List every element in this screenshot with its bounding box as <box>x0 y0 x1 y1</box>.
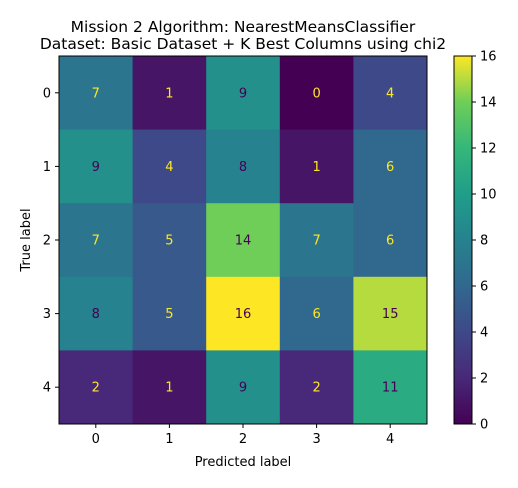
colorbar-tick-label: 4 <box>480 326 488 341</box>
cell-value-label: 9 <box>239 86 247 101</box>
x-tick-label: 4 <box>386 432 394 447</box>
x-tick-label: 3 <box>312 432 320 447</box>
colorbar <box>453 55 473 425</box>
heatmap-cell <box>353 56 428 131</box>
cell-value-label: 7 <box>92 86 100 101</box>
heatmap-cell <box>206 56 281 131</box>
heatmap-cell <box>59 276 134 351</box>
colorbar-tick-label: 10 <box>480 188 497 203</box>
chart-title-line2: Dataset: Basic Dataset + K Best Columns … <box>40 35 446 53</box>
cell-value-label: 2 <box>92 381 100 396</box>
heatmap-cell <box>132 350 207 425</box>
cell-value-label: 7 <box>92 234 100 249</box>
colorbar-ticks: 0 2 4 6 8 10 12 14 16 <box>472 50 497 433</box>
heatmap-cell <box>279 276 354 351</box>
x-axis-ticks: 0 1 2 3 4 <box>92 424 394 447</box>
y-axis-label: True label <box>19 208 34 272</box>
heatmap-cell <box>132 276 207 351</box>
heatmap-cell <box>59 203 134 278</box>
cell-value-label: 7 <box>312 234 320 249</box>
heatmap-cell <box>132 203 207 278</box>
heatmap-cell <box>353 203 428 278</box>
heatmap-cell <box>59 350 134 425</box>
cell-value-label: 6 <box>386 234 394 249</box>
cell-value-label: 2 <box>312 381 320 396</box>
colorbar-tick-label: 12 <box>480 142 497 157</box>
colorbar-tick-label: 0 <box>480 418 488 433</box>
heatmap-cells <box>59 56 428 425</box>
y-tick-label: 0 <box>43 86 51 101</box>
heatmap-cell <box>279 56 354 131</box>
heatmap-cell <box>206 203 281 278</box>
heatmap-cell <box>279 129 354 204</box>
cell-value-label: 1 <box>312 160 320 175</box>
heatmap-cell <box>132 129 207 204</box>
cell-value-label: 4 <box>386 86 394 101</box>
heatmap-cell <box>353 129 428 204</box>
cell-value-label: 8 <box>239 160 247 175</box>
heatmap-cell <box>206 129 281 204</box>
y-tick-label: 2 <box>43 234 51 249</box>
cell-value-label: 5 <box>165 234 173 249</box>
cell-value-label: 5 <box>165 307 173 322</box>
cell-value-label: 11 <box>382 381 399 396</box>
cell-value-label: 1 <box>165 381 173 396</box>
colorbar-tick-label: 8 <box>480 234 488 249</box>
heatmap-cell <box>353 276 428 351</box>
colorbar-tick-label: 6 <box>480 280 488 295</box>
y-axis-ticks: 0 1 2 3 4 <box>43 86 59 396</box>
heatmap-cell <box>206 276 281 351</box>
heatmap-cell <box>279 350 354 425</box>
cell-value-label: 15 <box>382 307 399 322</box>
cell-value-label: 1 <box>165 86 173 101</box>
colorbar-tick-label: 2 <box>480 372 488 387</box>
cell-value-label: 14 <box>235 234 252 249</box>
cell-value-label: 16 <box>235 307 252 322</box>
cell-value-label: 6 <box>312 307 320 322</box>
heatmap-cell <box>59 56 134 131</box>
heatmap-cell <box>59 129 134 204</box>
cell-value-label: 9 <box>92 160 100 175</box>
cell-value-label: 8 <box>92 307 100 322</box>
y-tick-label: 1 <box>43 160 51 175</box>
cell-value-label: 9 <box>239 381 247 396</box>
heatmap-cell <box>353 350 428 425</box>
heatmap-cell <box>206 350 281 425</box>
y-tick-label: 3 <box>43 307 51 322</box>
x-axis-label: Predicted label <box>195 455 292 470</box>
cell-value-label: 4 <box>165 160 173 175</box>
cell-value-label: 0 <box>312 86 320 101</box>
colorbar-tick-label: 16 <box>480 50 497 65</box>
heatmap-cell <box>132 56 207 131</box>
cell-value-label: 6 <box>386 160 394 175</box>
x-tick-label: 1 <box>165 432 173 447</box>
y-tick-label: 4 <box>43 381 51 396</box>
colorbar-tick-label: 14 <box>480 96 497 111</box>
heatmap-cell <box>279 203 354 278</box>
x-tick-label: 0 <box>92 432 100 447</box>
x-tick-label: 2 <box>239 432 247 447</box>
heatmap-cell-labels: 7 1 9 0 49 4 8 1 67 5 14 7 68 5 16 6 152 1 9 2 11 <box>92 86 399 395</box>
chart-title-line1: Mission 2 Algorithm: NearestMeansClassif… <box>71 18 416 36</box>
